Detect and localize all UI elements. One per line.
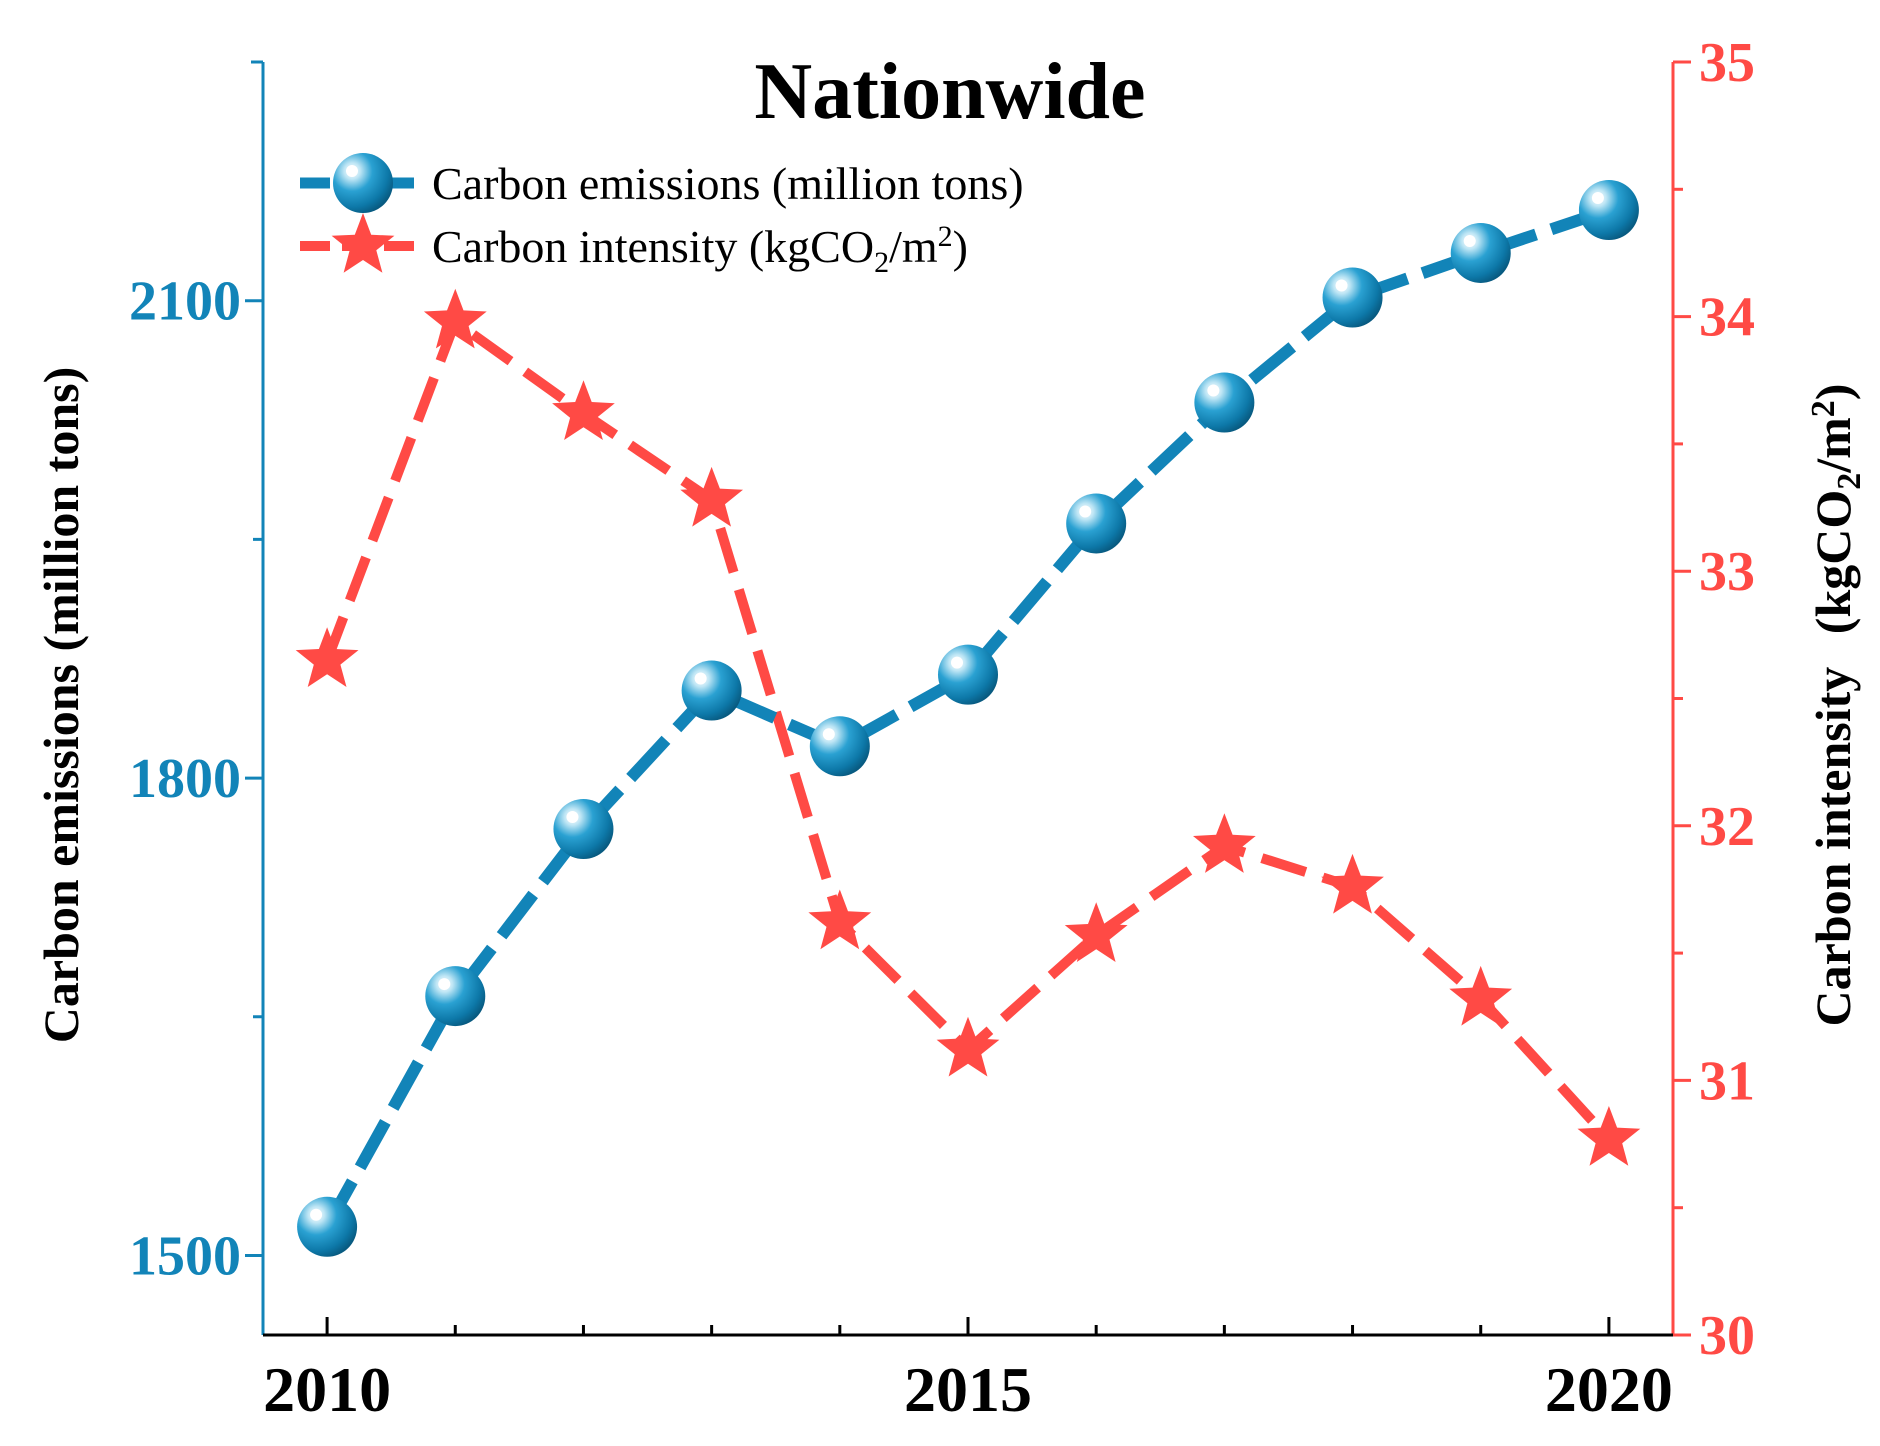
emissions-point-highlight	[1463, 234, 1476, 247]
x-tick-label: 2020	[1545, 1354, 1673, 1425]
y-right-title-unit-part: /m	[1805, 417, 1861, 474]
emissions-point-highlight	[1335, 279, 1348, 292]
intensity-point	[1449, 965, 1513, 1026]
legend-sup: 2	[938, 220, 953, 253]
y-right-title-unit-part: )	[1805, 384, 1861, 401]
y-right-tick-label: 34	[1699, 287, 1755, 349]
intensity-line	[322, 316, 1613, 1143]
emissions-point	[1194, 372, 1255, 433]
emissions-point	[809, 716, 870, 777]
emissions-point-highlight	[1591, 191, 1604, 204]
intensity-point	[1193, 813, 1256, 873]
legend-unit-part: )	[953, 221, 968, 272]
emissions-point	[1322, 267, 1383, 328]
y-right-tick-label: 31	[1699, 1050, 1755, 1112]
emissions-point-sphere	[425, 966, 486, 1027]
emissions-point-sphere	[809, 716, 870, 777]
y-right-title-unit-part: (kgCO	[1805, 490, 1861, 634]
y-right-tick-label: 35	[1699, 32, 1755, 94]
chart-title: Nationwide	[754, 48, 1145, 136]
y-right-tick-label: 30	[1699, 1305, 1755, 1367]
legend-sub: 2	[874, 246, 889, 279]
emissions-point-sphere	[938, 644, 998, 705]
intensity-point	[936, 1016, 1000, 1077]
emissions-point	[297, 1196, 358, 1257]
legend-emissions-marker	[333, 153, 393, 213]
axes: 1500 1800 2100 30 31 32 33 34 35 2010 2015 2020	[129, 32, 1755, 1425]
emissions-point	[681, 660, 742, 721]
legend-intensity-marker	[331, 213, 395, 273]
y-right-tick-label: 33	[1699, 541, 1755, 603]
emissions-point-highlight	[438, 978, 451, 991]
legend: Carbon emissions (million tons) Carbon in…	[300, 153, 1024, 279]
legend-emissions-label: Carbon emissions (million tons)	[432, 158, 1024, 209]
emissions-point-highlight	[694, 672, 707, 685]
emissions-point-sphere	[1578, 179, 1639, 240]
intensity-point	[1321, 853, 1384, 914]
y-right-tick-label: 32	[1699, 796, 1755, 858]
y-right-axis-title-unit: (kgCO2/m2)	[1805, 384, 1868, 635]
y-right-title-sup: 2	[1805, 400, 1842, 417]
y-right-title-sub: 2	[1831, 473, 1868, 490]
intensity-point	[680, 466, 743, 527]
y-left-tick-label: 1800	[129, 748, 241, 810]
intensity-point	[1577, 1106, 1641, 1166]
intensity-point	[808, 889, 872, 950]
emissions-point-sphere	[681, 660, 742, 721]
legend-intensity-label: Carbon intensity (kgCO2/m2)	[432, 220, 968, 279]
emissions-line	[321, 204, 1611, 1230]
emissions-point-highlight	[1207, 384, 1220, 397]
y-left-tick-label: 2100	[129, 271, 241, 333]
y-right-axis-title-label: Carbon intensity	[1805, 667, 1861, 1027]
y-left-tick-label: 1500	[129, 1225, 241, 1287]
emissions-point	[1066, 493, 1127, 554]
emissions-point-highlight	[310, 1208, 323, 1221]
emissions-point	[938, 644, 998, 705]
emissions-point-highlight	[822, 728, 835, 741]
emissions-point-highlight	[951, 656, 963, 669]
emissions-point	[1578, 179, 1639, 240]
x-tick-label: 2015	[904, 1354, 1032, 1425]
legend-unit-part: /m	[889, 221, 938, 272]
emissions-point-sphere	[297, 1196, 358, 1257]
y-right-axis-title: Carbon intensity (kgCO2/m2)	[1805, 384, 1868, 1027]
emissions-point-highlight	[1079, 505, 1092, 518]
legend-unit-part: (kgCO	[749, 221, 874, 272]
intensity-point	[1064, 902, 1128, 962]
legend-emissions-highlight	[346, 165, 358, 177]
intensity-point	[295, 627, 359, 687]
intensity-point	[423, 288, 487, 349]
x-tick-label: 2010	[263, 1354, 391, 1425]
emissions-point-sphere	[1322, 267, 1383, 328]
emissions-point	[1450, 222, 1511, 283]
emissions-point-sphere	[1194, 372, 1255, 433]
emissions-point	[553, 798, 614, 859]
emissions-point-sphere	[553, 798, 614, 859]
emissions-point-sphere	[1066, 493, 1127, 554]
emissions-point	[425, 966, 486, 1027]
emissions-point-highlight	[566, 810, 579, 823]
emissions-point-sphere	[1450, 222, 1511, 283]
intensity-point	[552, 380, 615, 440]
series-layer	[295, 179, 1641, 1257]
legend-intensity-name: Carbon intensity	[432, 221, 749, 272]
y-left-axis-title: Carbon emissions (million tons)	[33, 367, 89, 1043]
